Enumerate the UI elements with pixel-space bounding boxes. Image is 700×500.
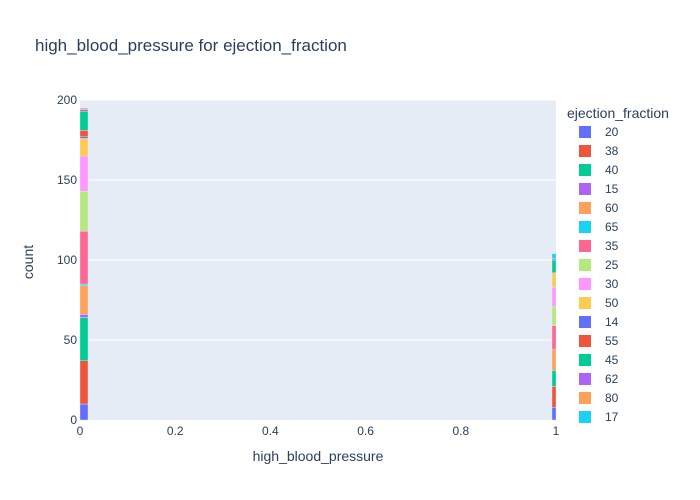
legend-swatch [579,202,591,214]
legend-swatch [579,297,591,309]
legend-swatch [579,278,591,290]
legend-label: 38 [605,144,619,158]
bar-segment[interactable] [551,287,557,307]
legend-swatch [579,373,591,385]
bar-segment[interactable] [79,190,89,232]
y-tick-label: 100 [57,253,77,267]
bar-segment[interactable] [79,109,89,112]
bar-segment[interactable] [551,370,557,387]
legend-swatch [579,316,591,328]
x-axis-title: high_blood_pressure [253,448,384,464]
bar-segment[interactable] [79,130,89,137]
legend-label: 25 [605,258,619,272]
legend-label: 40 [605,163,619,177]
legend-item[interactable]: 50 [579,296,619,310]
bar-segment[interactable] [79,155,89,192]
legend-item[interactable]: 17 [579,410,619,424]
bar-segment[interactable] [79,107,89,110]
x-tick-label: 1 [553,424,560,438]
y-tick-label: 0 [70,413,77,427]
legend-swatch [579,183,591,195]
legend-item[interactable]: 38 [579,144,619,158]
legend-item[interactable]: 14 [579,315,619,329]
y-axis-title: count [20,245,36,279]
legend-label: 15 [605,182,619,196]
bar-segment[interactable] [551,258,557,261]
bar-segment[interactable] [79,317,89,362]
bar-segment[interactable] [551,349,557,371]
bar-segment[interactable] [79,230,89,285]
bar-segment[interactable] [79,283,89,286]
legend-item[interactable]: 62 [579,372,619,386]
legend-swatch [579,240,591,252]
x-tick-label: 0.8 [452,424,469,438]
legend-item[interactable]: 25 [579,258,619,272]
legend-label: 14 [605,315,619,329]
bar-segment[interactable] [79,136,89,139]
bar-segment[interactable] [551,306,557,326]
legend-label: 60 [605,201,619,215]
bar-segment[interactable] [551,325,557,350]
bars [79,107,557,421]
legend-item[interactable]: 15 [579,182,619,196]
legend-swatch [579,164,591,176]
legend-swatch [579,221,591,233]
bar-segment[interactable] [79,314,89,318]
y-tick-label: 50 [64,333,78,347]
legend-item[interactable]: 40 [579,163,619,177]
legend-label: 35 [605,239,619,253]
grid-lines [80,99,556,341]
legend[interactable]: 20 38 40 15 60 65 35 25 30 50 14 55 45 62 80 17 [579,125,619,424]
legend-label: 45 [605,353,619,367]
legend-label: 50 [605,296,619,310]
bar-segment[interactable] [79,110,89,131]
legend-label: 30 [605,277,619,291]
legend-label: 17 [605,410,619,424]
legend-item[interactable]: 30 [579,277,619,291]
legend-swatch [579,335,591,347]
legend-swatch [579,392,591,404]
legend-item[interactable]: 55 [579,334,619,348]
legend-label: 20 [605,125,619,139]
legend-swatch [579,126,591,138]
legend-label: 65 [605,220,619,234]
x-tick-label: 0.2 [167,424,184,438]
legend-swatch [579,411,591,423]
chart-title: high_blood_pressure for ejection_fractio… [35,36,347,55]
bar-segment[interactable] [79,360,89,405]
legend-item[interactable]: 65 [579,220,619,234]
legend-item[interactable]: 45 [579,353,619,367]
legend-swatch [579,259,591,271]
legend-label: 55 [605,334,619,348]
legend-item[interactable]: 20 [579,125,619,139]
legend-label: 62 [605,372,619,386]
x-axis-ticks: 0 0.2 0.4 0.6 0.8 1 [77,424,560,438]
legend-title: ejection_fraction [567,105,669,121]
bar-segment[interactable] [551,272,557,288]
x-tick-label: 0 [77,424,84,438]
legend-swatch [579,145,591,157]
x-tick-label: 0.6 [357,424,374,438]
legend-item[interactable]: 35 [579,239,619,253]
legend-item[interactable]: 80 [579,391,619,405]
bar-segment[interactable] [551,386,557,408]
y-tick-label: 150 [57,173,77,187]
legend-swatch [579,354,591,366]
bar-segment[interactable] [79,403,89,421]
legend-item[interactable]: 60 [579,201,619,215]
y-axis-ticks: 0 50 100 150 200 [57,93,77,427]
bar-segment[interactable] [551,259,557,274]
bar-segment[interactable] [551,407,557,421]
y-tick-label: 200 [57,93,77,107]
bar-segment[interactable] [79,138,89,157]
x-tick-label: 0.4 [262,424,279,438]
bar-segment[interactable] [79,285,89,315]
legend-label: 80 [605,391,619,405]
bar-segment[interactable] [551,253,557,259]
